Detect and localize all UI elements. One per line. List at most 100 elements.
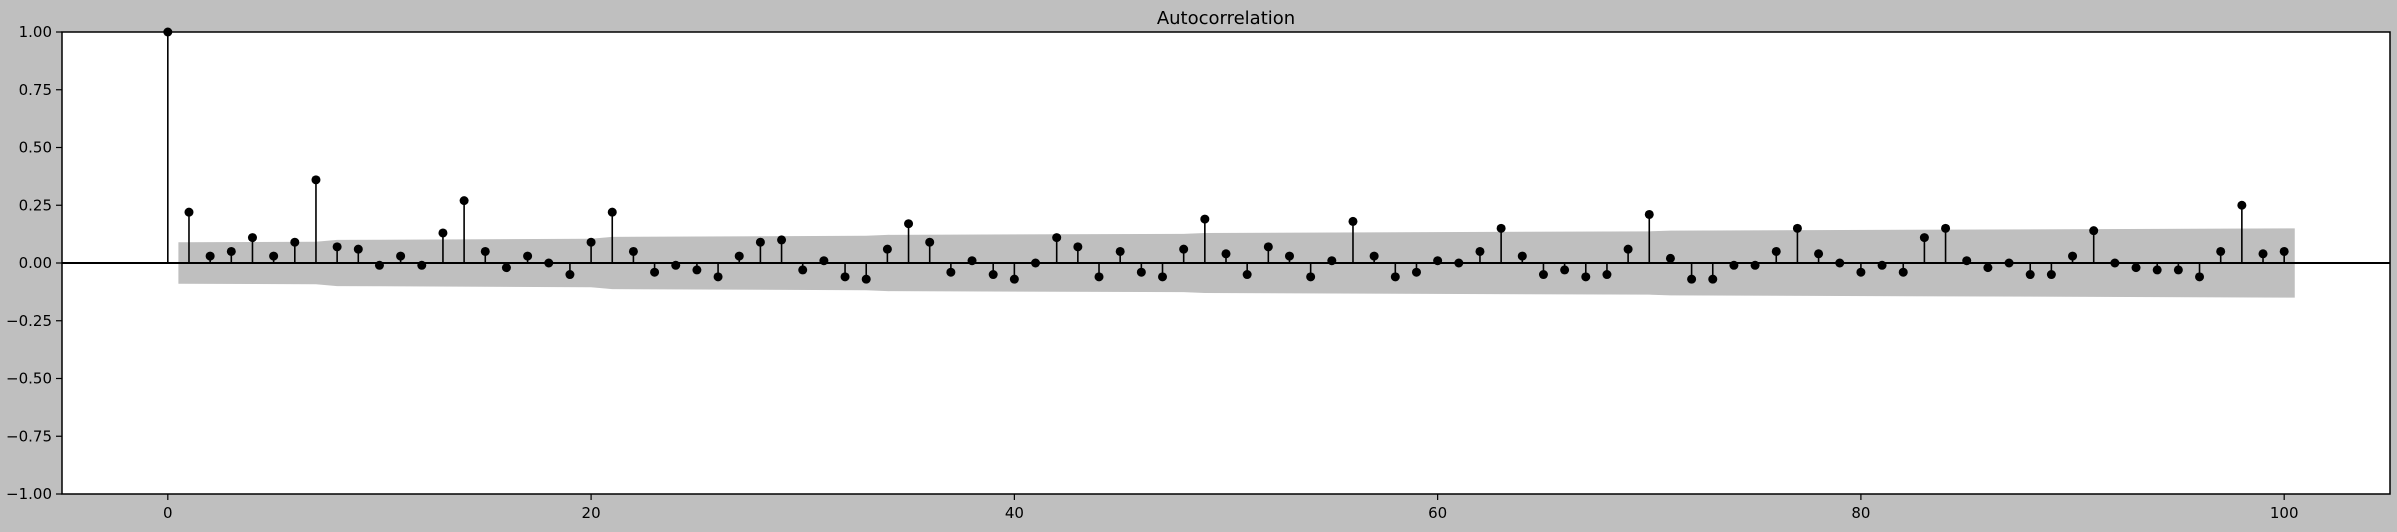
- acf-point: [1941, 223, 1951, 233]
- acf-point: [586, 237, 596, 247]
- x-tick-label: 100: [2270, 504, 2299, 522]
- acf-point: [1581, 272, 1591, 282]
- y-tick-label: −0.25: [6, 312, 52, 330]
- acf-point: [840, 272, 850, 282]
- acf-point: [1814, 249, 1824, 259]
- acf-point: [1284, 251, 1294, 261]
- acf-point: [374, 260, 384, 270]
- x-tick-label: 0: [163, 504, 173, 522]
- y-tick-label: −1.00: [6, 485, 52, 503]
- acf-point: [396, 251, 406, 261]
- acf-point: [1158, 272, 1168, 282]
- acf-point: [501, 263, 511, 273]
- acf-point: [607, 207, 617, 217]
- acf-point: [2131, 263, 2141, 273]
- acf-point: [1327, 256, 1337, 266]
- acf-point: [1560, 265, 1570, 275]
- acf-point: [459, 196, 469, 206]
- acf-point: [353, 244, 363, 254]
- x-tick-label: 20: [582, 504, 601, 522]
- acf-point: [1771, 246, 1781, 256]
- acf-point: [1665, 253, 1675, 263]
- acf-point: [544, 258, 554, 268]
- acf-point: [988, 270, 998, 280]
- acf-point: [565, 270, 575, 280]
- acf-point: [628, 246, 638, 256]
- acf-point: [1475, 246, 1485, 256]
- acf-point: [184, 207, 194, 217]
- acf-point: [311, 175, 321, 185]
- stem-layer: [163, 27, 2289, 284]
- acf-point: [1962, 256, 1972, 266]
- acf-point: [2025, 270, 2035, 280]
- acf-point: [755, 237, 765, 247]
- acf-point: [2216, 246, 2226, 256]
- axes-frame: [61, 31, 2391, 495]
- acf-point: [1263, 242, 1273, 252]
- acf-point: [1687, 274, 1697, 284]
- acf-point: [523, 251, 533, 261]
- x-axis-ticks: 0 20 40 60 80 100: [163, 494, 2299, 522]
- acf-point: [1433, 256, 1443, 266]
- chart-title: Autocorrelation: [1157, 8, 1295, 29]
- y-tick-label: 1.00: [19, 23, 52, 41]
- acf-point: [2152, 265, 2162, 275]
- acf-point: [1306, 272, 1316, 282]
- acf-point: [2279, 246, 2289, 256]
- x-tick-label: 40: [1005, 504, 1024, 522]
- acf-point: [967, 256, 977, 266]
- acf-point: [713, 272, 723, 282]
- acf-point: [671, 260, 681, 270]
- acf-point: [226, 246, 236, 256]
- acf-point: [1115, 246, 1125, 256]
- acf-point: [692, 265, 702, 275]
- acf-point: [1877, 260, 1887, 270]
- acf-point: [2110, 258, 2120, 268]
- acf-point: [1369, 251, 1379, 261]
- acf-point: [1538, 270, 1548, 280]
- acf-point: [1136, 267, 1146, 277]
- acf-point: [1708, 274, 1718, 284]
- acf-point: [1242, 270, 1252, 280]
- acf-point: [650, 267, 660, 277]
- acf-point: [1200, 214, 1210, 224]
- acf-point: [438, 228, 448, 238]
- acf-point: [925, 237, 935, 247]
- acf-point: [1390, 272, 1400, 282]
- acf-point: [1517, 251, 1527, 261]
- acf-point: [1602, 270, 1612, 280]
- acf-point: [1073, 242, 1083, 252]
- y-tick-label: −0.50: [6, 370, 52, 388]
- y-axis-ticks: 1.00 0.75 0.50 0.25 0.00 −0.25 −0.50 −0.75 −1.00: [6, 23, 62, 503]
- y-tick-label: 0.00: [19, 254, 52, 272]
- acf-point: [1750, 260, 1760, 270]
- acf-point: [1856, 267, 1866, 277]
- acf-point: [882, 244, 892, 254]
- y-tick-label: 0.50: [19, 139, 52, 157]
- acf-point: [819, 256, 829, 266]
- acf-point: [1348, 216, 1358, 226]
- acf-point: [861, 274, 871, 284]
- acf-point: [2046, 270, 2056, 280]
- acf-point: [1454, 258, 1464, 268]
- acf-point: [1009, 274, 1019, 284]
- acf-point: [2237, 200, 2247, 210]
- acf-point: [1496, 223, 1506, 233]
- acf-point: [1644, 209, 1654, 219]
- acf-point: [2173, 265, 2183, 275]
- acf-point: [1729, 260, 1739, 270]
- acf-point: [904, 219, 914, 229]
- acf-point: [1835, 258, 1845, 268]
- acf-point: [2195, 272, 2205, 282]
- acf-point: [1792, 223, 1802, 233]
- acf-point: [777, 235, 787, 245]
- acf-point: [205, 251, 215, 261]
- acf-point: [1221, 249, 1231, 259]
- acf-point: [798, 265, 808, 275]
- acf-point: [1094, 272, 1104, 282]
- y-tick-label: 0.75: [19, 81, 52, 99]
- acf-point: [1623, 244, 1633, 254]
- acf-point: [1983, 263, 1993, 273]
